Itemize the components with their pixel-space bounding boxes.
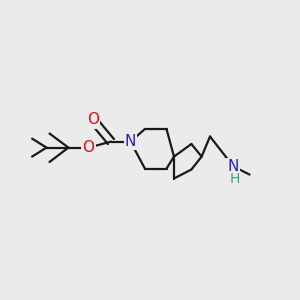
Text: H: H [230, 172, 240, 186]
Text: O: O [82, 140, 94, 155]
Text: O: O [87, 112, 99, 128]
Text: N: N [228, 159, 239, 174]
Text: N: N [125, 134, 136, 149]
